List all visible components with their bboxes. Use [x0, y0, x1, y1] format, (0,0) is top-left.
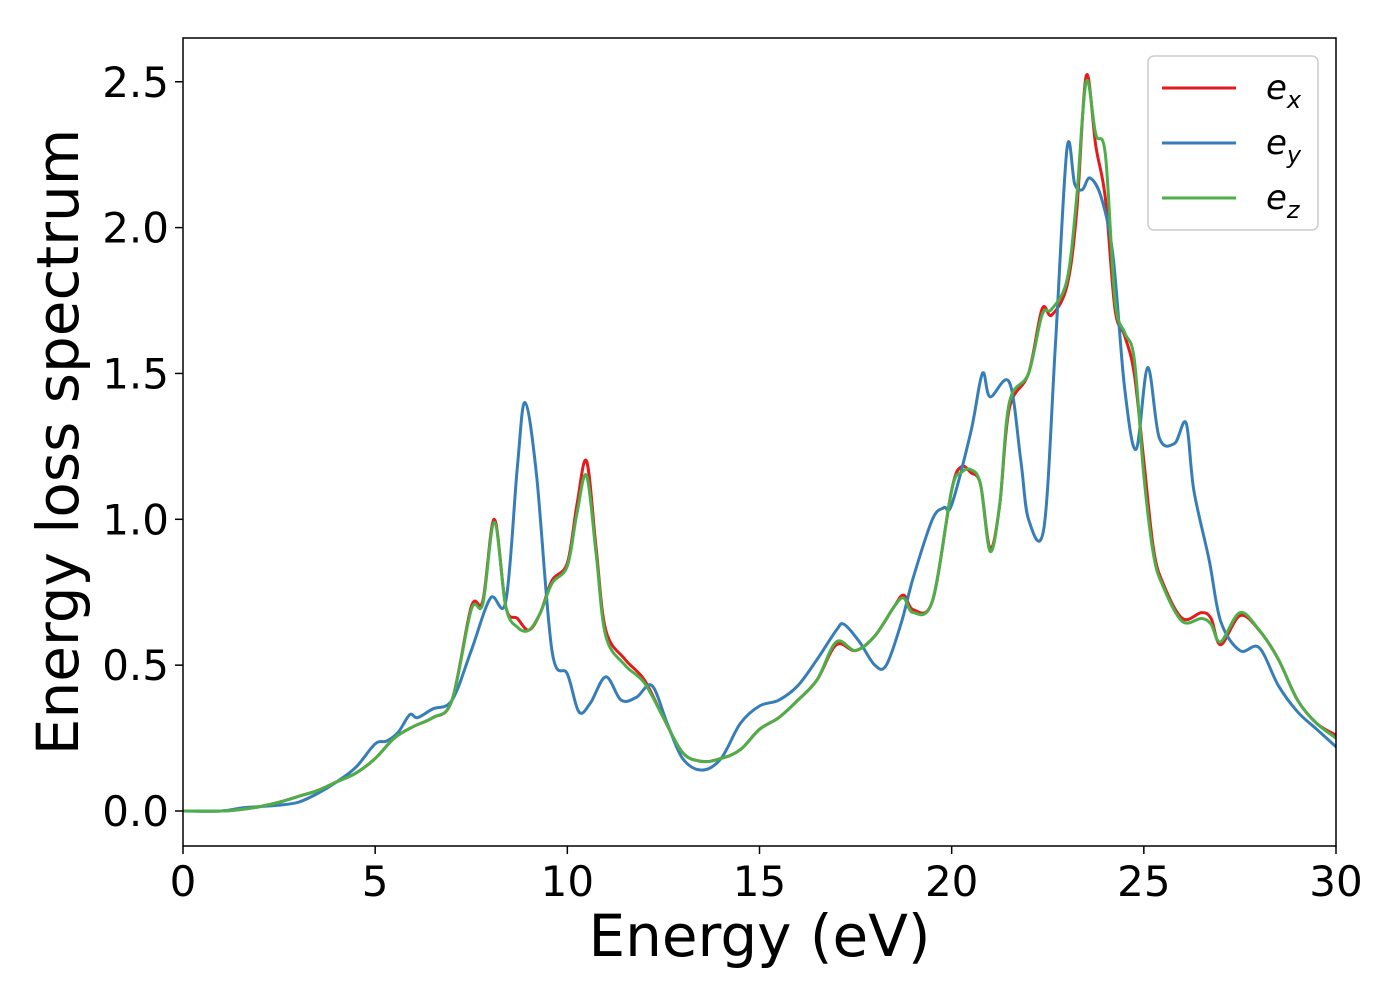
x-tick-label: 5 [362, 857, 389, 906]
legend-label-subscript: y [1286, 141, 1302, 169]
legend-entry-x: ex [1266, 68, 1302, 114]
plot-layer [183, 73, 1336, 813]
legend-entry-y: ey [1266, 123, 1302, 169]
x-axis-label: Energy (eV) [588, 902, 930, 970]
x-tick-label: 0 [170, 857, 197, 906]
series-line-y [183, 140, 1336, 813]
legend-label-base: e [1266, 123, 1287, 163]
y-tick-label: 1.5 [102, 349, 169, 398]
x-tick-label: 10 [541, 857, 594, 906]
x-tick-label: 30 [1309, 857, 1362, 906]
x-tick-label: 25 [1117, 857, 1170, 906]
y-axis: 0.0 0.5 1.0 1.5 2.0 2.5 [102, 58, 183, 836]
legend-label-subscript: x [1286, 86, 1302, 114]
y-tick-label: 1.0 [102, 495, 169, 544]
x-tick-label: 15 [733, 857, 786, 906]
y-tick-label: 0.5 [102, 641, 169, 690]
y-tick-label: 0.0 [102, 787, 169, 836]
legend-label-base: e [1266, 178, 1287, 218]
legend-entry-z: ez [1266, 178, 1301, 224]
legend-label-subscript: z [1286, 196, 1301, 224]
legend-label-base: e [1266, 68, 1287, 108]
x-axis: 0 5 10 15 20 25 30 [170, 846, 1363, 906]
x-tick-label: 20 [925, 857, 978, 906]
y-axis-label: Energy loss spectrum [24, 129, 92, 755]
series-line-z [183, 78, 1336, 813]
y-tick-label: 2.0 [102, 204, 169, 253]
y-tick-label: 2.5 [102, 58, 169, 107]
